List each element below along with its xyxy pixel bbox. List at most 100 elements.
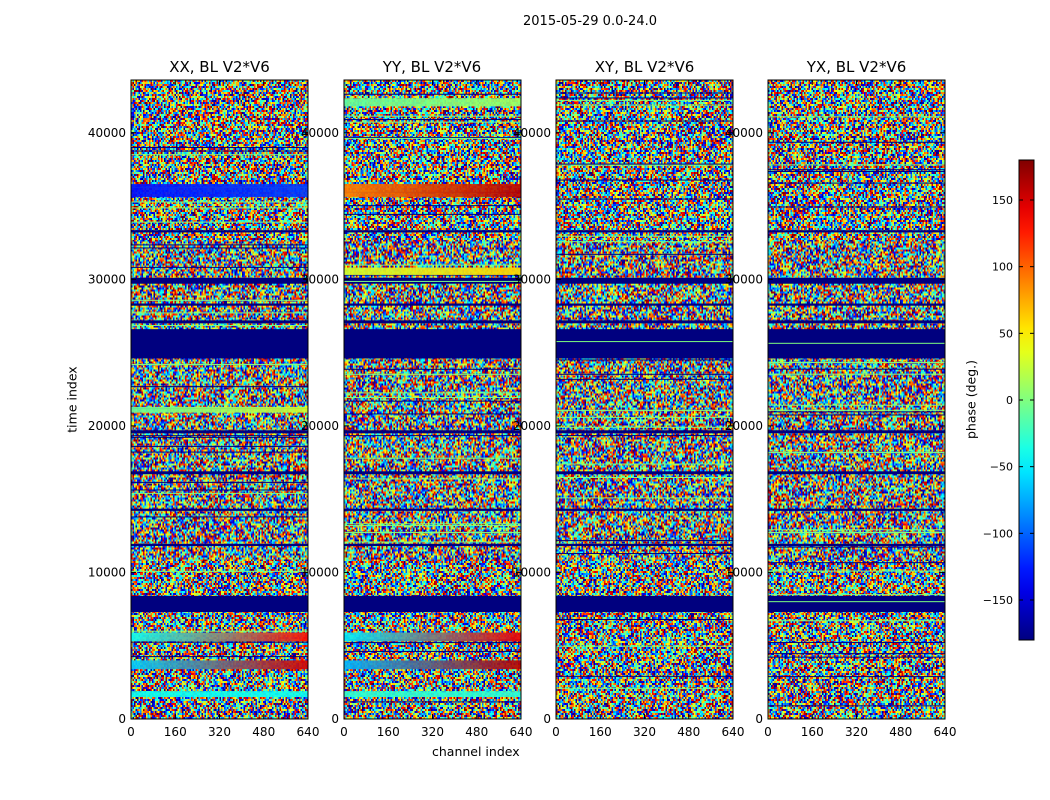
- y-tick-label-3-0: 0: [755, 712, 763, 726]
- flag-line-1-20: [344, 478, 521, 480]
- flag-line-2-21: [556, 120, 733, 122]
- flagged-band-0-9: [131, 230, 308, 233]
- x-axis-label: channel index: [432, 744, 520, 759]
- flag-line-1-10: [344, 280, 521, 282]
- coherent-band-0-3: [131, 406, 308, 413]
- flagged-band-1-0: [344, 595, 521, 613]
- flag-line-1-17: [344, 98, 521, 100]
- flagged-band-3-1: [768, 329, 945, 359]
- flag-line-1-26: [344, 373, 521, 375]
- flag-line-0-21: [131, 641, 308, 643]
- flag-line-2-15: [556, 619, 733, 621]
- flag-line-2-13: [556, 341, 733, 343]
- flag-line-2-5: [556, 435, 733, 437]
- x-tick-label-2-1: 160: [589, 725, 612, 739]
- flag-line-0-14: [131, 324, 308, 326]
- flag-line-0-18: [131, 312, 308, 314]
- flagged-band-2-4: [556, 543, 733, 547]
- flag-line-1-8: [344, 650, 521, 652]
- y-tick-label-1-4: 40000: [301, 126, 339, 140]
- flag-line-0-29: [131, 299, 308, 301]
- y-tick-label-0-1: 10000: [88, 565, 126, 579]
- flag-line-0-24: [131, 201, 308, 203]
- flagged-band-3-6: [768, 303, 945, 306]
- figure-title: 2015-05-29 0.0-24.0: [523, 14, 657, 29]
- y-tick-label-1-0: 0: [331, 712, 339, 726]
- flagged-band-2-0: [556, 595, 733, 613]
- flag-line-3-21: [768, 414, 945, 416]
- x-tick-label-0-1: 160: [164, 725, 187, 739]
- heatmap-panel-2: 0 160 320 480 640 0 10000 20000 30000 40000: [513, 79, 744, 739]
- flag-line-0-2: [131, 247, 308, 249]
- flag-line-0-3: [131, 630, 308, 632]
- flagged-band-0-4: [131, 543, 308, 547]
- flag-line-0-1: [131, 492, 308, 494]
- y-tick-label-0-0: 0: [118, 712, 126, 726]
- colorbar: 150 100 50 0 −50 −100 −150: [983, 159, 1035, 641]
- flag-line-1-14: [344, 137, 521, 139]
- x-tick-label-3-0: 0: [764, 725, 772, 739]
- flag-line-2-7: [556, 416, 733, 418]
- y-tick-label-3-2: 20000: [725, 419, 763, 433]
- flagged-band-1-5: [344, 320, 521, 324]
- flag-line-0-5: [131, 386, 308, 388]
- flag-line-1-28: [344, 137, 521, 139]
- flag-line-3-24: [768, 620, 945, 622]
- flagged-band-3-8: [768, 508, 945, 511]
- flag-line-1-24: [344, 264, 521, 266]
- flag-line-2-0: [556, 330, 733, 332]
- y-tick-label-0-3: 30000: [88, 272, 126, 286]
- flag-line-2-9: [556, 553, 733, 555]
- flag-line-3-15: [768, 601, 945, 603]
- colorbar-tick-label-2: 50: [999, 327, 1013, 340]
- flagged-band-0-7: [131, 430, 308, 434]
- y-tick-label-3-3: 30000: [725, 272, 763, 286]
- coherent-band-0-4: [131, 184, 308, 198]
- flagged-band-2-9: [556, 230, 733, 233]
- flag-line-1-1: [344, 121, 521, 123]
- flag-line-3-3: [768, 676, 945, 678]
- flagged-band-1-1: [344, 329, 521, 359]
- flag-line-3-25: [768, 641, 945, 643]
- flagged-band-1-4: [344, 543, 521, 547]
- flagged-band-1-8: [344, 508, 521, 511]
- flagged-band-2-7: [556, 430, 733, 434]
- flag-line-3-0: [768, 361, 945, 363]
- coherent-band-1-0: [344, 691, 521, 698]
- panel-title-yx: YX, BL V2*V6: [806, 58, 907, 76]
- x-tick-label-2-0: 0: [552, 725, 560, 739]
- flagged-band-3-4: [768, 543, 945, 547]
- flagged-band-0-5: [131, 320, 308, 324]
- x-tick-label-2-3: 480: [677, 725, 700, 739]
- flagged-band-2-6: [556, 303, 733, 306]
- flag-line-2-12: [556, 645, 733, 647]
- y-tick-label-3-4: 40000: [725, 126, 763, 140]
- flagged-band-2-5: [556, 320, 733, 324]
- flag-line-3-18: [768, 531, 945, 533]
- flagged-band-1-6: [344, 303, 521, 306]
- flag-line-2-19: [556, 235, 733, 237]
- flag-line-1-22: [344, 274, 521, 276]
- colorbar-tick-label-6: −150: [983, 594, 1013, 607]
- flag-line-1-19: [344, 400, 521, 402]
- flag-line-1-21: [344, 93, 521, 95]
- x-tick-label-3-2: 320: [845, 725, 868, 739]
- flag-line-2-17: [556, 540, 733, 542]
- x-tick-label-0-0: 0: [127, 725, 135, 739]
- flag-line-0-4: [131, 221, 308, 223]
- flag-line-3-4: [768, 206, 945, 208]
- flagged-band-2-1: [556, 329, 733, 359]
- flag-line-0-20: [131, 266, 308, 268]
- flag-line-0-17: [131, 244, 308, 246]
- flagged-band-2-3: [556, 471, 733, 475]
- y-tick-label-1-3: 30000: [301, 272, 339, 286]
- colorbar-tick-label-1: 100: [992, 261, 1013, 274]
- flagged-band-3-0: [768, 595, 945, 613]
- flagged-band-0-1: [131, 329, 308, 359]
- flag-line-0-9: [131, 489, 308, 491]
- flag-line-2-23: [556, 198, 733, 200]
- flag-line-1-6: [344, 531, 521, 533]
- coherent-band-1-3: [344, 267, 521, 275]
- flag-line-1-4: [344, 435, 521, 437]
- flagged-band-1-7: [344, 430, 521, 434]
